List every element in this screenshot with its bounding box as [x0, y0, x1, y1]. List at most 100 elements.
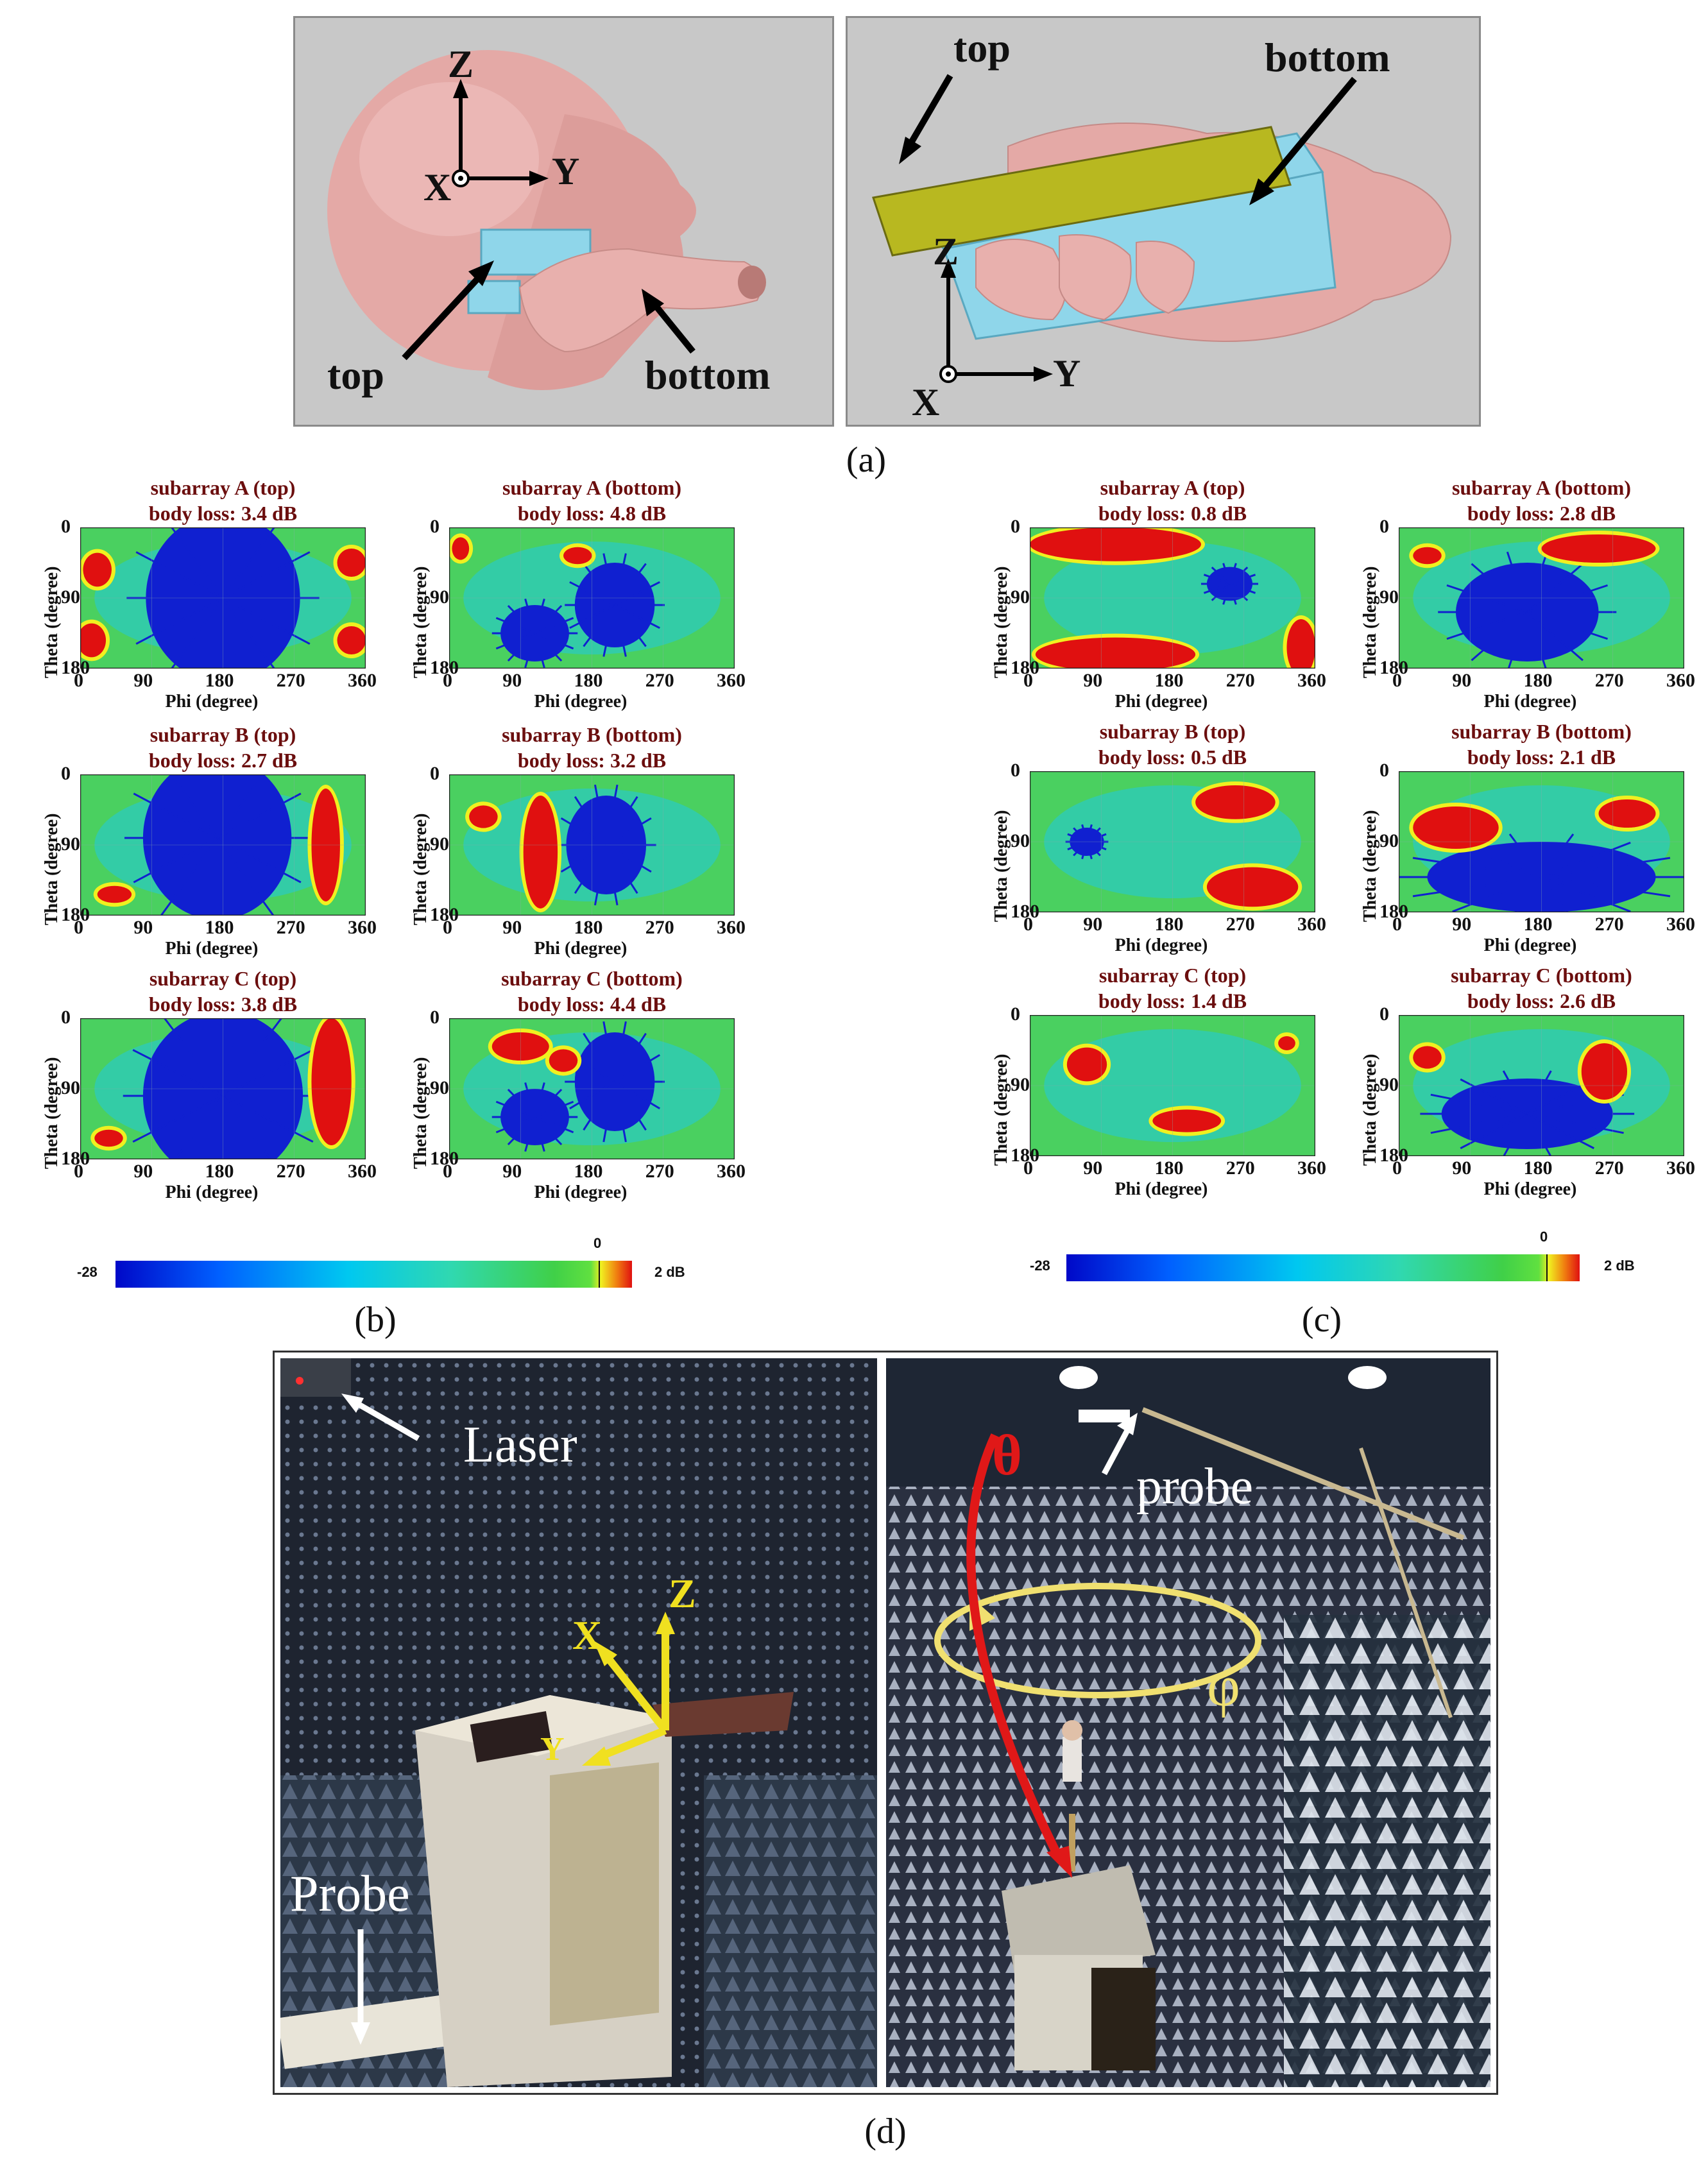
panel-b-plot-4-heatmap: [449, 774, 735, 916]
panel-d-phi-label: φ: [1207, 1655, 1240, 1718]
panel-c-plot-2-xtick-360: 360: [1666, 670, 1695, 691]
anechoic-chamber-human-setup: [886, 1358, 1490, 2087]
panel-b-plot-5-xtick-0: 0: [74, 1161, 83, 1182]
panel-b-plot-6-xtick-360: 360: [717, 1161, 746, 1182]
panel-b-plot-2-xtick-270: 270: [645, 670, 674, 691]
panel-b-plot-3-ytick-180: 180: [61, 904, 90, 925]
panel-c-plot-6-ytick-0: 0: [1379, 1003, 1389, 1025]
panel-c-colorbar: [1066, 1254, 1580, 1281]
panel-c-plot-6-xtick-0: 0: [1392, 1157, 1402, 1179]
panel-a-left-image: Z X Y top bottom: [293, 16, 834, 427]
panel-c-colorbar-zero: 0: [1540, 1229, 1548, 1245]
panel-b-plot-4-ytick-90: 90: [430, 833, 449, 855]
panel-b-plot-3-loss: body loss: 2.7 dB: [148, 749, 298, 772]
panel-c-plot-4-region-2: [1413, 806, 1499, 849]
panel-c-plot-5-ytick-90: 90: [1011, 1074, 1030, 1095]
panel-b-plot-1-xtick-0: 0: [74, 670, 83, 691]
caption-c: (c): [1301, 1300, 1342, 1340]
panel-b-plot-3-ytick-0: 0: [61, 763, 71, 784]
panel-c-plot-3-heatmap: [1030, 771, 1315, 912]
panel-b-plot-1-heatmap: [80, 527, 366, 669]
panel-b-plot-6-loss: body loss: 4.4 dB: [517, 993, 667, 1016]
panel-b-plot-2-ylabel: Theta (degree): [411, 566, 431, 678]
panel-a-left-axis-x: X: [423, 166, 452, 209]
panel-c-plot-2-xtick-180: 180: [1523, 670, 1553, 691]
panel-c-plot-4-xtick-180: 180: [1523, 914, 1553, 935]
panel-b-plot-4-region-2: [523, 796, 558, 909]
panel-c-plot-4-ytick-0: 0: [1379, 760, 1389, 781]
panel-c-plot-6-ylabel: Theta (degree): [1360, 1054, 1380, 1166]
panel-c-plot-2-loss: body loss: 2.8 dB: [1467, 502, 1616, 525]
panel-b-plot-1-region-4: [337, 626, 366, 654]
panel-c-plot-1-ytick-0: 0: [1011, 516, 1020, 537]
panel-c-plot-3-xtick-0: 0: [1023, 914, 1033, 935]
panel-b-plot-3-xtick-0: 0: [74, 917, 83, 938]
panel-b-plot-2-loss: body loss: 4.8 dB: [517, 502, 667, 525]
panel-b-plot-4-ytick-0: 0: [430, 763, 440, 784]
panel-c-plot-5-ytick-180: 180: [1011, 1145, 1039, 1166]
panel-b-plot-6-region-4: [549, 1049, 578, 1072]
panel-a-right-axis-y: Y: [1053, 352, 1081, 395]
panel-b-colorbar-min: -28: [77, 1264, 98, 1280]
panel-b-plot-4-ytick-180: 180: [430, 904, 459, 925]
panel-b-plot-5-ytick-90: 90: [61, 1077, 80, 1098]
panel-b-plot-1-ytick-180: 180: [61, 657, 90, 678]
panel-b-plot-2-heatmap: [449, 527, 735, 669]
panel-c-plot-3-ytick-0: 0: [1011, 760, 1020, 781]
panel-c-plot-1-xlabel: Phi (degree): [1114, 692, 1208, 712]
panel-c-plot-3-ylabel: Theta (degree): [991, 810, 1011, 922]
anechoic-chamber-laser-setup: [280, 1358, 877, 2087]
panel-a-left-axis-z: Z: [448, 43, 474, 85]
panel-c-plot-2-ytick-90: 90: [1379, 586, 1399, 608]
panel-c-plot-4-ytick-180: 180: [1379, 901, 1408, 922]
panel-b-plot-3-ylabel: Theta (degree): [42, 813, 62, 925]
panel-c-plot-2-title: subarray A (bottom): [1451, 476, 1632, 499]
panel-b-plot-6-xtick-90: 90: [502, 1161, 522, 1182]
panel-b-plot-2-xtick-90: 90: [502, 670, 522, 691]
panel-d-axis-x: X: [572, 1612, 602, 1658]
panel-b-plot-3-heatmap: [80, 774, 366, 916]
panel-c-plot-4-region-3: [1598, 799, 1656, 828]
panel-c-plot-6-xlabel: Phi (degree): [1483, 1179, 1577, 1199]
panel-b-plot-3-xtick-90: 90: [133, 917, 153, 938]
panel-b-plot-6-title: subarray C (bottom): [501, 967, 683, 990]
panel-b-plot-1-xtick-90: 90: [133, 670, 153, 691]
panel-b-plot-3-xtick-360: 360: [348, 917, 377, 938]
panel-b-plot-6-xlabel: Phi (degree): [534, 1182, 628, 1202]
panel-b-plot-5-xtick-270: 270: [276, 1161, 305, 1182]
panel-b-plot-5-xtick-90: 90: [133, 1161, 153, 1182]
panel-c-plot-6-ytick-90: 90: [1379, 1074, 1399, 1095]
panel-c-plot-6-xtick-360: 360: [1666, 1157, 1695, 1179]
panel-c-plot-6-xtick-270: 270: [1594, 1157, 1624, 1179]
panel-b-plot-5-region-2: [311, 1018, 352, 1145]
panel-b-plot-5-xtick-180: 180: [205, 1161, 234, 1182]
panel-c-plot-4-xlabel: Phi (degree): [1483, 935, 1577, 955]
panel-c-plot-2-ytick-180: 180: [1379, 657, 1408, 678]
panel-c-plot-3-xtick-180: 180: [1154, 914, 1184, 935]
panel-b-plot-1-region-2: [83, 552, 112, 587]
panel-b-plot-2-ytick-0: 0: [430, 516, 440, 537]
panel-c-plot-3-loss: body loss: 0.5 dB: [1098, 746, 1247, 769]
panel-c-plot-2-region-3: [1413, 547, 1442, 565]
panel-a-right-axis-x: X: [912, 381, 940, 423]
panel-c-plot-2-region-2: [1541, 534, 1656, 563]
panel-b-plot-2-xlabel: Phi (degree): [534, 692, 628, 712]
panel-b-plot-4-title: subarray B (bottom): [502, 723, 682, 746]
panel-b-plot-4-xtick-90: 90: [502, 917, 522, 938]
panel-a-left-label-bottom: bottom: [645, 352, 771, 398]
panel-c-plot-5-xtick-180: 180: [1154, 1157, 1184, 1179]
panel-b-plot-6-ytick-90: 90: [430, 1077, 449, 1098]
panel-b-plot-1-ylabel: Theta (degree): [42, 566, 62, 678]
panel-d-left-probe-label: Probe: [290, 1866, 410, 1922]
panel-b-plot-6-xtick-180: 180: [574, 1161, 603, 1182]
panel-b-plot-5-loss: body loss: 3.8 dB: [148, 993, 298, 1016]
panel-d-laser-label: Laser: [463, 1417, 577, 1473]
panel-d-divider: [879, 1358, 884, 2087]
panel-c-plot-1-ytick-90: 90: [1011, 586, 1030, 608]
panel-b-plot-3-title: subarray B (top): [149, 723, 296, 746]
panel-b-colorbar-max: 2 dB: [654, 1264, 685, 1280]
panel-c-plot-6-xtick-90: 90: [1452, 1157, 1472, 1179]
panel-b-plot-1-title: subarray A (top): [150, 476, 296, 499]
panel-c-plot-1-ytick-180: 180: [1011, 657, 1039, 678]
panel-b-plot-1-ytick-0: 0: [61, 516, 71, 537]
